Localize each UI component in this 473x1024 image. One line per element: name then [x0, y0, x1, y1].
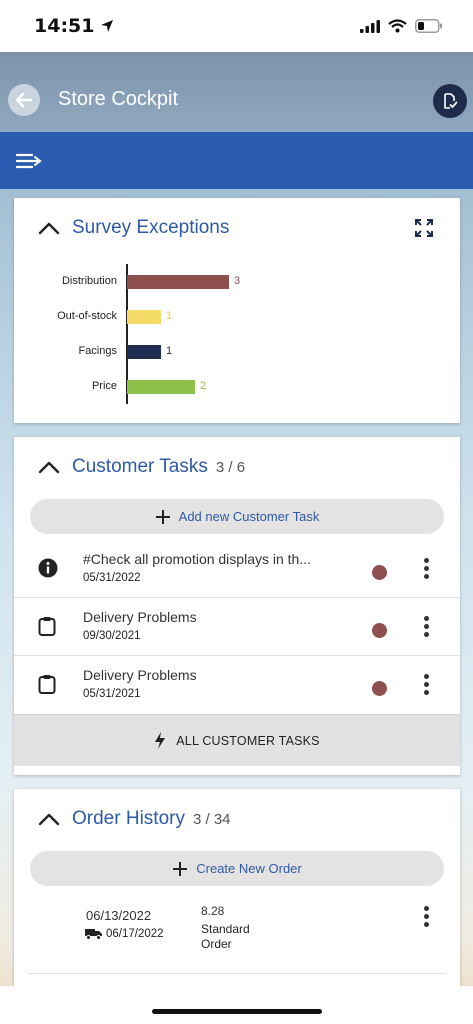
app-header: Store Cockpit	[0, 52, 473, 132]
bar	[127, 310, 161, 324]
order-amount: 8.28	[201, 904, 225, 918]
bar	[127, 345, 161, 359]
home-indicator[interactable]	[152, 1009, 322, 1014]
plus-icon	[173, 861, 188, 876]
order-row[interactable]: 06/13/2022 06/17/2022 8.28 Standard Orde…	[28, 892, 446, 974]
order-date: 06/13/2022	[86, 908, 152, 923]
customer-tasks-title: Customer Tasks	[72, 456, 208, 477]
page-title: Store Cockpit	[58, 88, 179, 110]
back-button[interactable]	[8, 84, 40, 116]
order-history-count: 3 / 34	[192, 810, 231, 828]
status-time: 14:51	[34, 15, 95, 37]
bar-value-label: 3	[234, 275, 241, 287]
create-new-order-button[interactable]: Create New Order	[30, 851, 444, 886]
wifi-icon	[388, 19, 407, 33]
add-customer-task-button[interactable]: Add new Customer Task	[30, 499, 444, 534]
bar-value-label: 1	[166, 345, 173, 357]
task-title: #Check all promotion displays in th...	[83, 551, 311, 567]
bar	[127, 275, 229, 289]
all-customer-tasks-button[interactable]: ALL CUSTOMER TASKS	[14, 714, 460, 766]
chevron-up-icon[interactable]	[38, 221, 60, 235]
more-options-icon[interactable]	[419, 558, 433, 582]
battery-icon	[415, 19, 442, 33]
status-dot	[372, 565, 387, 580]
cellular-signal-icon	[360, 19, 380, 33]
bar-label: Price	[91, 380, 117, 392]
bar-value-label: 2	[200, 380, 207, 392]
order-delivery-date: 06/17/2022	[106, 928, 164, 940]
more-options-icon[interactable]	[419, 616, 433, 640]
chart-axis	[126, 264, 128, 404]
clipboard-icon	[38, 675, 56, 694]
customer-tasks-card: Customer Tasks 3 / 6 Add new Customer Ta…	[14, 437, 460, 775]
location-arrow-icon	[101, 20, 114, 32]
customer-tasks-count: 3 / 6	[215, 458, 246, 476]
task-date: 09/30/2021	[83, 630, 141, 642]
bar-label: Out-of-stock	[57, 310, 117, 322]
task-date: 05/31/2021	[83, 688, 141, 700]
status-dot	[372, 681, 387, 696]
task-row[interactable]: #Check all promotion displays in th... 0…	[14, 540, 460, 598]
task-date: 05/31/2022	[83, 572, 141, 584]
survey-exceptions-card: Survey Exceptions Distribution 3 Out-of-st…	[14, 198, 460, 423]
chevron-up-icon[interactable]	[38, 460, 60, 474]
survey-exceptions-title: Survey Exceptions	[72, 217, 230, 238]
arrow-left-icon	[15, 92, 33, 108]
lightning-icon	[155, 732, 166, 749]
survey-exceptions-chart: Distribution 3 Out-of-stock 1 Facings 1 Price 2	[14, 198, 460, 423]
bar	[127, 380, 195, 394]
status-dot	[372, 623, 387, 638]
task-title: Delivery Problems	[83, 609, 197, 625]
plus-icon	[155, 509, 170, 524]
more-options-icon[interactable]	[419, 674, 433, 698]
order-history-card: Order History 3 / 34 Create New Order 06…	[14, 789, 460, 989]
menu-toggle-icon[interactable]	[16, 152, 42, 170]
status-bar: 14:51	[0, 0, 473, 52]
document-check-button[interactable]	[433, 84, 467, 118]
clipboard-icon	[38, 617, 56, 636]
expand-icon	[415, 219, 433, 237]
add-customer-task-label: Add new Customer Task	[178, 509, 320, 524]
nav-bar	[0, 132, 473, 189]
task-title: Delivery Problems	[83, 667, 197, 683]
task-row[interactable]: Delivery Problems 05/31/2021	[14, 656, 460, 714]
bottom-bar	[0, 986, 473, 1024]
task-row[interactable]: Delivery Problems 09/30/2021	[14, 598, 460, 656]
create-new-order-label: Create New Order	[196, 861, 302, 876]
order-type: Standard Order	[201, 922, 250, 951]
all-customer-tasks-label: ALL CUSTOMER TASKS	[176, 733, 320, 748]
bar-label: Distribution	[61, 275, 117, 287]
truck-icon	[85, 929, 102, 940]
chevron-up-icon[interactable]	[38, 812, 60, 826]
bar-value-label: 1	[166, 310, 173, 322]
info-icon	[38, 558, 58, 578]
bar-label: Facings	[78, 345, 117, 357]
more-options-icon[interactable]	[419, 906, 433, 930]
order-history-title: Order History	[72, 808, 185, 829]
expand-button[interactable]	[414, 218, 434, 242]
document-check-icon	[444, 93, 458, 109]
